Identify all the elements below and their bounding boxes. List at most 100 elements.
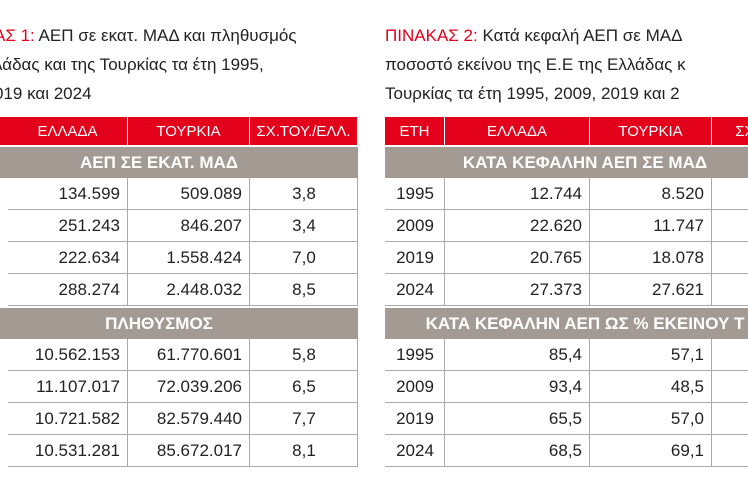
cell-value: 7,0 (292, 248, 316, 267)
cell-bg (385, 403, 445, 435)
title-text: λάδας και της Τουρκίας τα έτη 1995, (0, 55, 264, 74)
cell-bg (250, 274, 358, 306)
cell-value: 72.039.206 (156, 377, 242, 396)
title-line: 019 και 2024 (0, 80, 414, 107)
section-title: ΚΑΤΑ ΚΕΦΑΛΗΝ ΑΕΠ ΩΣ % ΕΚΕΙΝΟΥ Τ (385, 306, 748, 339)
cell-value: 8,1 (292, 441, 316, 460)
title-text: ΑΕΠ σε εκατ. ΜΑΔ και πληθυσμός (38, 26, 297, 45)
title-text: 019 και 2024 (0, 84, 92, 103)
cell-value: 27.373 (530, 280, 582, 299)
cell-value: 93,4 (548, 377, 582, 396)
cell-bg (590, 178, 712, 210)
cell-bg (8, 339, 128, 371)
cell-bg (250, 178, 358, 210)
cell-value: 10.531.281 (34, 441, 120, 460)
cell-value: 69,1 (670, 441, 704, 460)
cell-bg (385, 339, 445, 371)
cell-value: 10.562.153 (34, 345, 120, 364)
cell-bg (445, 339, 590, 371)
cell-bg (250, 403, 358, 435)
cell-value: 251.243 (58, 216, 120, 235)
cell-value: 134.599 (58, 184, 120, 203)
cell-value: 10.721.582 (34, 409, 120, 428)
cell-bg (128, 274, 250, 306)
cell-value: 2019 (396, 409, 434, 428)
cell-bg (712, 178, 748, 210)
cell-bg (712, 403, 748, 435)
header-cell: ΕΤΗ (385, 117, 445, 145)
cell-value: 8,5 (292, 280, 316, 299)
cell-value: 27.621 (652, 280, 704, 299)
cell-value: 1995 (396, 345, 434, 364)
cell-value: 12.744 (530, 184, 582, 203)
cell-bg (250, 371, 358, 403)
section-title: ΚΑΤΑ ΚΕΦΑΛΗΝ ΑΕΠ ΣΕ ΜΑΔ (385, 145, 748, 178)
cell-bg (8, 210, 128, 242)
cell-bg (590, 403, 712, 435)
cell-bg (250, 242, 358, 274)
cell-bg (445, 371, 590, 403)
cell-bg (445, 435, 590, 467)
cell-bg (128, 339, 250, 371)
cell-value: 846.207 (180, 216, 242, 235)
header-cell: ΤΟΥΡΚΙΑ (128, 117, 250, 145)
cell-bg (128, 242, 250, 274)
title-line: ποσοστό εκείνου της Ε.Ε της Ελλάδας κ (385, 51, 748, 78)
cell-value: 82.579.440 (156, 409, 242, 428)
title-prefix: ΑΣ 1: (0, 26, 35, 45)
cell-bg (8, 274, 128, 306)
cell-bg (385, 210, 445, 242)
cell-bg (590, 339, 712, 371)
cell-value: 2024 (396, 441, 434, 460)
cell-bg (445, 178, 590, 210)
header-cell: ΕΛΛΑΔΑ (8, 117, 128, 145)
cell-value: 85,4 (548, 345, 582, 364)
cell-bg (712, 210, 748, 242)
title-text: Κατά κεφαλή ΑΕΠ σε ΜΑΔ (482, 26, 683, 45)
cell-bg (385, 242, 445, 274)
cell-value: 1995 (396, 184, 434, 203)
cell-value: 2.448.032 (166, 280, 242, 299)
cell-bg (590, 435, 712, 467)
cell-bg (250, 210, 358, 242)
title-text: Τουρκίας τα έτη 1995, 2009, 2019 και 2 (385, 84, 680, 103)
cell-bg (712, 435, 748, 467)
cell-bg (128, 403, 250, 435)
header-cell: ΤΟΥΡΚΙΑ (590, 117, 712, 145)
cell-bg (445, 210, 590, 242)
title-line: ΑΣ 1: ΑΕΠ σε εκατ. ΜΑΔ και πληθυσμός (0, 22, 414, 49)
cell-value: 288.274 (58, 280, 120, 299)
cell-bg (445, 274, 590, 306)
cell-value: 48,5 (670, 377, 704, 396)
cell-bg (8, 435, 128, 467)
cell-bg (128, 435, 250, 467)
cell-value: 3,8 (292, 184, 316, 203)
cell-bg (8, 242, 128, 274)
cell-value: 61.770.601 (156, 345, 242, 364)
cell-bg (250, 339, 358, 371)
cell-bg (385, 435, 445, 467)
cell-bg (385, 178, 445, 210)
cell-value: 2019 (396, 248, 434, 267)
cell-bg (712, 274, 748, 306)
cell-value: 57,0 (670, 409, 704, 428)
cell-bg (590, 371, 712, 403)
cell-value: 85.672.017 (156, 441, 242, 460)
cell-value: 2009 (396, 377, 434, 396)
cell-value: 11.747 (653, 216, 704, 235)
cell-value: 57,1 (670, 345, 704, 364)
title-line: ΠΙΝΑΚΑΣ 2: Κατά κεφαλή ΑΕΠ σε ΜΑΔ (385, 22, 748, 49)
cell-bg (385, 274, 445, 306)
section-title: ΑΕΠ ΣΕ ΕΚΑΤ. ΜΑΔ (0, 145, 358, 178)
cell-value: 509.089 (180, 184, 242, 203)
cell-value: 3,4 (292, 216, 316, 235)
cell-value: 20.765 (530, 248, 582, 267)
cell-bg (445, 403, 590, 435)
cell-value: 68,5 (548, 441, 582, 460)
cell-bg (590, 274, 712, 306)
cell-bg (590, 210, 712, 242)
cell-value: 11.107.017 (36, 377, 120, 396)
cell-bg (385, 371, 445, 403)
title-line: Τουρκίας τα έτη 1995, 2009, 2019 και 2 (385, 80, 748, 107)
